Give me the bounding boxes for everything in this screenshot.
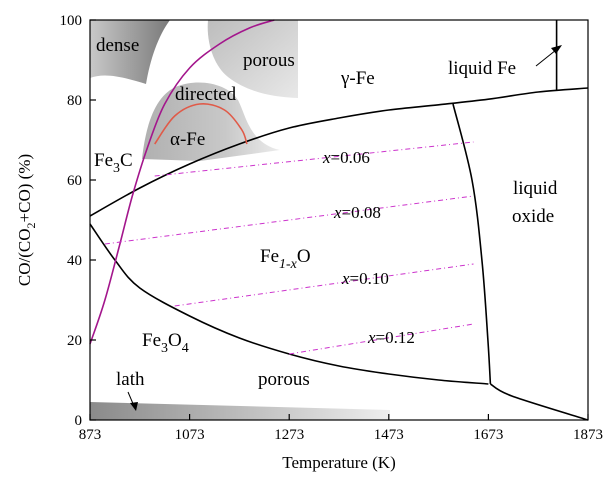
x-axis-title: Temperature (K): [282, 453, 396, 472]
porous-region-shading: [207, 20, 298, 98]
y-axis-title-part2: +CO) (%): [15, 154, 34, 223]
label-gamma-fe: γ-Fe: [340, 68, 375, 89]
label-directed: directed: [175, 84, 237, 105]
y-tick-label-0: 0: [75, 413, 83, 429]
isoline-var-0.08: x: [333, 203, 342, 222]
series-magenta_curve: [89, 19, 275, 345]
label-dense: dense: [96, 35, 139, 56]
series-isoline_x_0.10: [174, 263, 474, 307]
x-tick-label-1273: 1273: [274, 427, 304, 443]
label-fe3c-main: Fe: [94, 150, 113, 171]
y-axis-title: CO/(CO2+CO) (%): [15, 154, 38, 286]
label-liquid-fe: liquid Fe: [448, 58, 516, 79]
lath-pointer-arrowhead: [130, 402, 138, 411]
data-layer: [89, 19, 589, 421]
series-feo_fe_boundary: [89, 87, 589, 217]
isoline-label-0.12: x=0.12: [367, 328, 415, 347]
series-red_alpha_fe_boundary: [154, 102, 248, 145]
label-fe1xo-tail: O: [297, 246, 311, 267]
liquid-fe-pointer-line: [535, 49, 557, 67]
isoline-value-0.12: =0.12: [376, 328, 415, 347]
label-fe3c-sub: 3: [113, 161, 120, 176]
label-fe1xo-sub: 1-x: [279, 257, 298, 272]
isoline-value-0.10: =0.10: [350, 269, 389, 288]
x-tick-label-1873: 1873: [573, 427, 603, 443]
isoline-label-0.08: x=0.08: [333, 203, 381, 222]
label-fe3o4-main: Fe: [142, 330, 161, 351]
y-tick-label-80: 80: [67, 93, 82, 109]
label-liquid-oxide-line1: liquid: [513, 178, 558, 199]
label-fe3o4-mid: O: [168, 330, 182, 351]
dense-region-shading: [90, 20, 170, 84]
label-porous-bottom: porous: [258, 369, 310, 390]
label-fe3o4: Fe3O4: [142, 330, 189, 356]
label-alpha-fe: α-Fe: [170, 129, 205, 150]
isoline-label-0.06: x=0.06: [322, 148, 370, 167]
series-liquid_oxide_left_boundary: [452, 103, 492, 385]
label-lath: lath: [116, 369, 145, 390]
liquid-fe-pointer-arrowhead: [551, 45, 562, 54]
isoline-var-0.06: x: [322, 148, 331, 167]
series-isoline_x_0.08: [104, 195, 474, 245]
isoline-label-0.10: x=0.10: [341, 269, 389, 288]
y-axis-title-part1: CO/(CO: [15, 228, 34, 286]
isoline-var-0.10: x: [341, 269, 350, 288]
x-tick-label-1673: 1673: [473, 427, 503, 443]
x-tick-label-873: 873: [79, 427, 102, 443]
label-fe3o4-sub1: 3: [161, 341, 168, 356]
isoline-value-0.08: =0.08: [342, 203, 381, 222]
isoline-value-0.06: =0.06: [331, 148, 370, 167]
label-liquid-oxide-line2: oxide: [512, 206, 554, 227]
y-axis-title-subscript: 2: [24, 222, 38, 228]
isoline-var-0.12: x: [367, 328, 376, 347]
label-fe1xo-main: Fe: [260, 246, 279, 267]
x-tick-label-1073: 1073: [175, 427, 205, 443]
y-tick-label-20: 20: [67, 333, 82, 349]
series-liquid_oxide_lower_boundary: [489, 383, 589, 421]
x-tick-label-1473: 1473: [374, 427, 404, 443]
axes-layer: 873 1073 1273 1473 1673 1873 0 20 40 60 80 100: [60, 13, 603, 443]
label-fe3c: Fe3C: [94, 150, 133, 176]
series-isoline_x_0.06: [154, 141, 474, 177]
label-fe3o4-sub2: 4: [182, 341, 189, 356]
label-porous-top: porous: [243, 50, 295, 71]
y-tick-label-60: 60: [67, 173, 82, 189]
series-fe3o4_feo_boundary: [89, 223, 489, 385]
label-fe1xo: Fe1-xO: [260, 246, 311, 272]
label-fe3c-tail: C: [120, 150, 133, 171]
lath-region-shading: [90, 402, 390, 420]
y-tick-label-40: 40: [67, 253, 82, 269]
y-tick-label-100: 100: [60, 13, 83, 29]
plot-frame: [89, 19, 589, 421]
